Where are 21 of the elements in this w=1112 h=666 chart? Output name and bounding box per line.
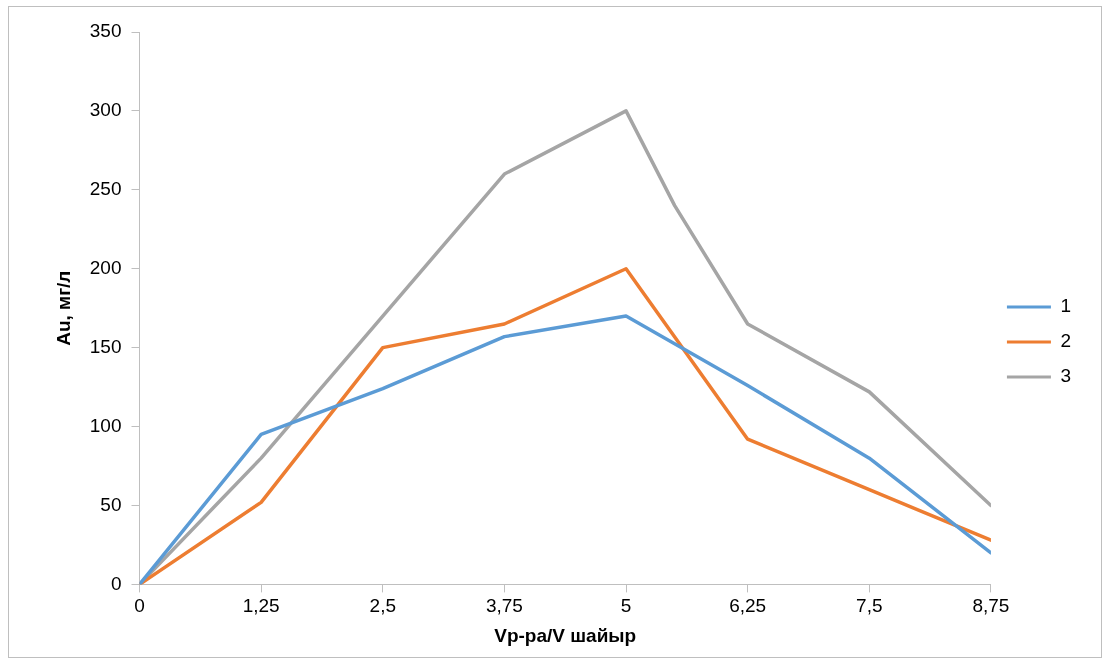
x-tick-label: 0 [134, 595, 145, 617]
y-tick-label: 250 [89, 178, 122, 200]
x-tick-label: 3,75 [485, 595, 523, 617]
y-tick-label: 350 [89, 20, 122, 42]
y-tick-label: 0 [110, 572, 122, 594]
legend-label: 2 [1060, 330, 1072, 352]
legend-label: 3 [1060, 365, 1072, 387]
y-tick-label: 150 [89, 335, 122, 357]
x-tick-label: 2,5 [369, 595, 396, 617]
y-tick-label: 50 [100, 493, 122, 515]
x-tick-label: 8,75 [972, 595, 1010, 617]
x-tick-label: 7,5 [856, 595, 883, 617]
x-tick-label: 1,25 [242, 595, 280, 617]
y-axis-title: Au, мг/л [52, 270, 74, 346]
x-tick-label: 5 [620, 595, 632, 617]
x-tick-label: 6,25 [729, 595, 767, 617]
y-tick-label: 200 [89, 256, 122, 278]
legend-label: 1 [1060, 295, 1072, 317]
y-tick-label: 100 [89, 414, 122, 436]
y-tick-label: 300 [89, 99, 122, 121]
x-axis-title: Vр-ра/V шайыр [494, 624, 637, 646]
